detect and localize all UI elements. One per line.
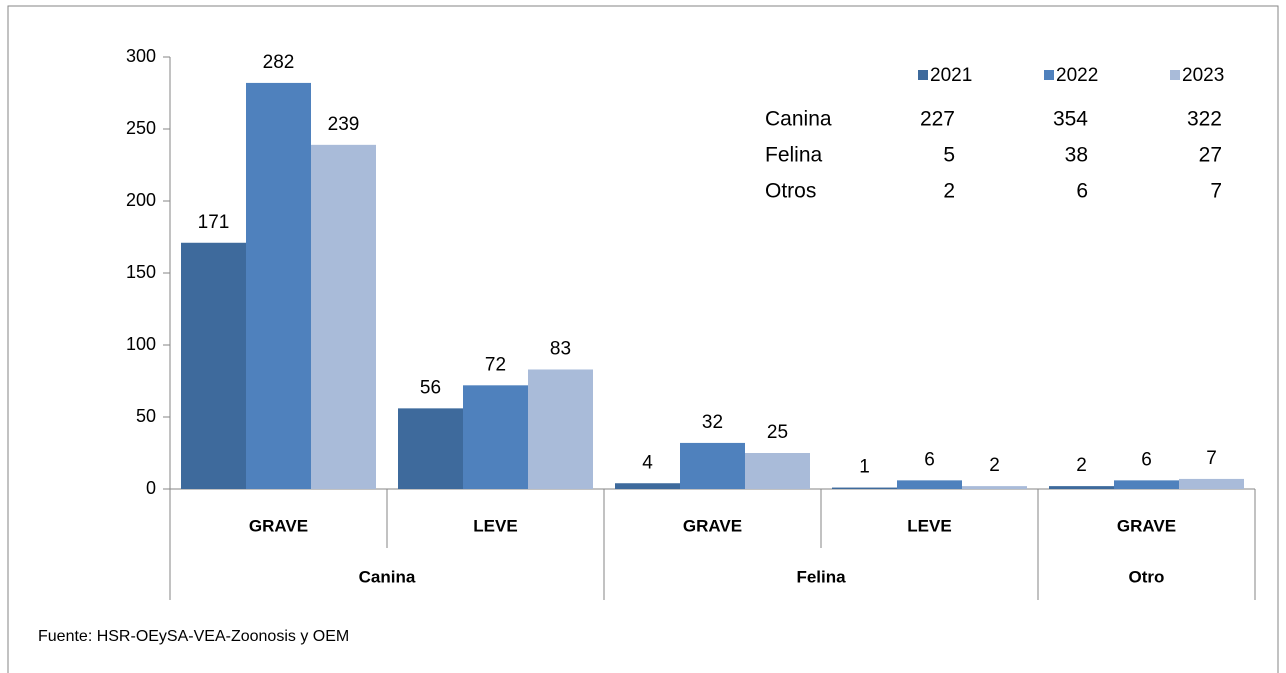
- group-label: Canina: [359, 567, 416, 586]
- value-label: 7: [1206, 448, 1217, 469]
- bar: [615, 483, 680, 489]
- bar: [897, 480, 962, 489]
- group-label: Felina: [796, 567, 846, 586]
- value-label: 282: [263, 52, 295, 73]
- x-tick-label: GRAVE: [249, 516, 308, 535]
- value-label: 6: [924, 449, 935, 470]
- bar: [246, 82, 311, 490]
- legend-swatch: [1044, 70, 1054, 80]
- bar: [463, 385, 528, 489]
- legend-swatch: [1170, 70, 1180, 80]
- x-tick-label: GRAVE: [1117, 516, 1176, 535]
- bar: [181, 242, 246, 489]
- table-cell: 5: [943, 144, 955, 167]
- table-row-label: Felina: [765, 144, 823, 167]
- table-cell: 38: [1065, 144, 1088, 167]
- value-label: 72: [485, 354, 506, 375]
- bar: [962, 486, 1027, 489]
- table-cell: 2: [943, 180, 955, 203]
- bar: [311, 144, 376, 489]
- x-tick-label: LEVE: [473, 516, 517, 535]
- value-label: 4: [642, 452, 653, 473]
- table-cell: 7: [1210, 180, 1222, 203]
- y-tick-label: 200: [126, 190, 156, 210]
- table-cell: 322: [1187, 108, 1222, 131]
- value-label: 1: [859, 457, 870, 478]
- bar: [528, 369, 593, 489]
- bar: [680, 442, 745, 489]
- value-label: 2: [989, 455, 1000, 476]
- table-cell: 27: [1199, 144, 1222, 167]
- group-label: Otro: [1129, 567, 1165, 586]
- legend-label: 2023: [1182, 65, 1224, 86]
- value-label: 6: [1141, 449, 1152, 470]
- y-tick-label: 250: [126, 118, 156, 138]
- bar: [1114, 480, 1179, 489]
- y-tick-label: 50: [136, 406, 156, 426]
- y-tick-label: 150: [126, 262, 156, 282]
- bar: [398, 408, 463, 489]
- legend-label: 2022: [1056, 65, 1098, 86]
- bar: [745, 453, 810, 489]
- table-row-label: Canina: [765, 108, 832, 131]
- y-tick-label: 0: [146, 478, 156, 498]
- value-label: 32: [702, 412, 723, 433]
- y-tick-label: 300: [126, 46, 156, 66]
- x-tick-label: GRAVE: [683, 516, 742, 535]
- source-note: Fuente: HSR-OEySA-VEA-Zoonosis y OEM: [38, 628, 349, 645]
- bar: [1049, 486, 1114, 489]
- table-row-label: Otros: [765, 180, 816, 203]
- x-tick-label: LEVE: [907, 516, 951, 535]
- table-cell: 354: [1053, 108, 1088, 131]
- legend-swatch: [918, 70, 928, 80]
- value-label: 171: [198, 212, 230, 233]
- value-label: 56: [420, 377, 441, 398]
- value-label: 83: [550, 338, 571, 359]
- value-label: 2: [1076, 455, 1087, 476]
- y-tick-label: 100: [126, 334, 156, 354]
- legend-label: 2021: [930, 65, 972, 86]
- value-label: 239: [328, 114, 360, 135]
- table-cell: 227: [920, 108, 955, 131]
- bar: [1179, 478, 1244, 489]
- table-cell: 6: [1076, 180, 1088, 203]
- value-label: 25: [767, 422, 788, 443]
- bar: [832, 487, 897, 489]
